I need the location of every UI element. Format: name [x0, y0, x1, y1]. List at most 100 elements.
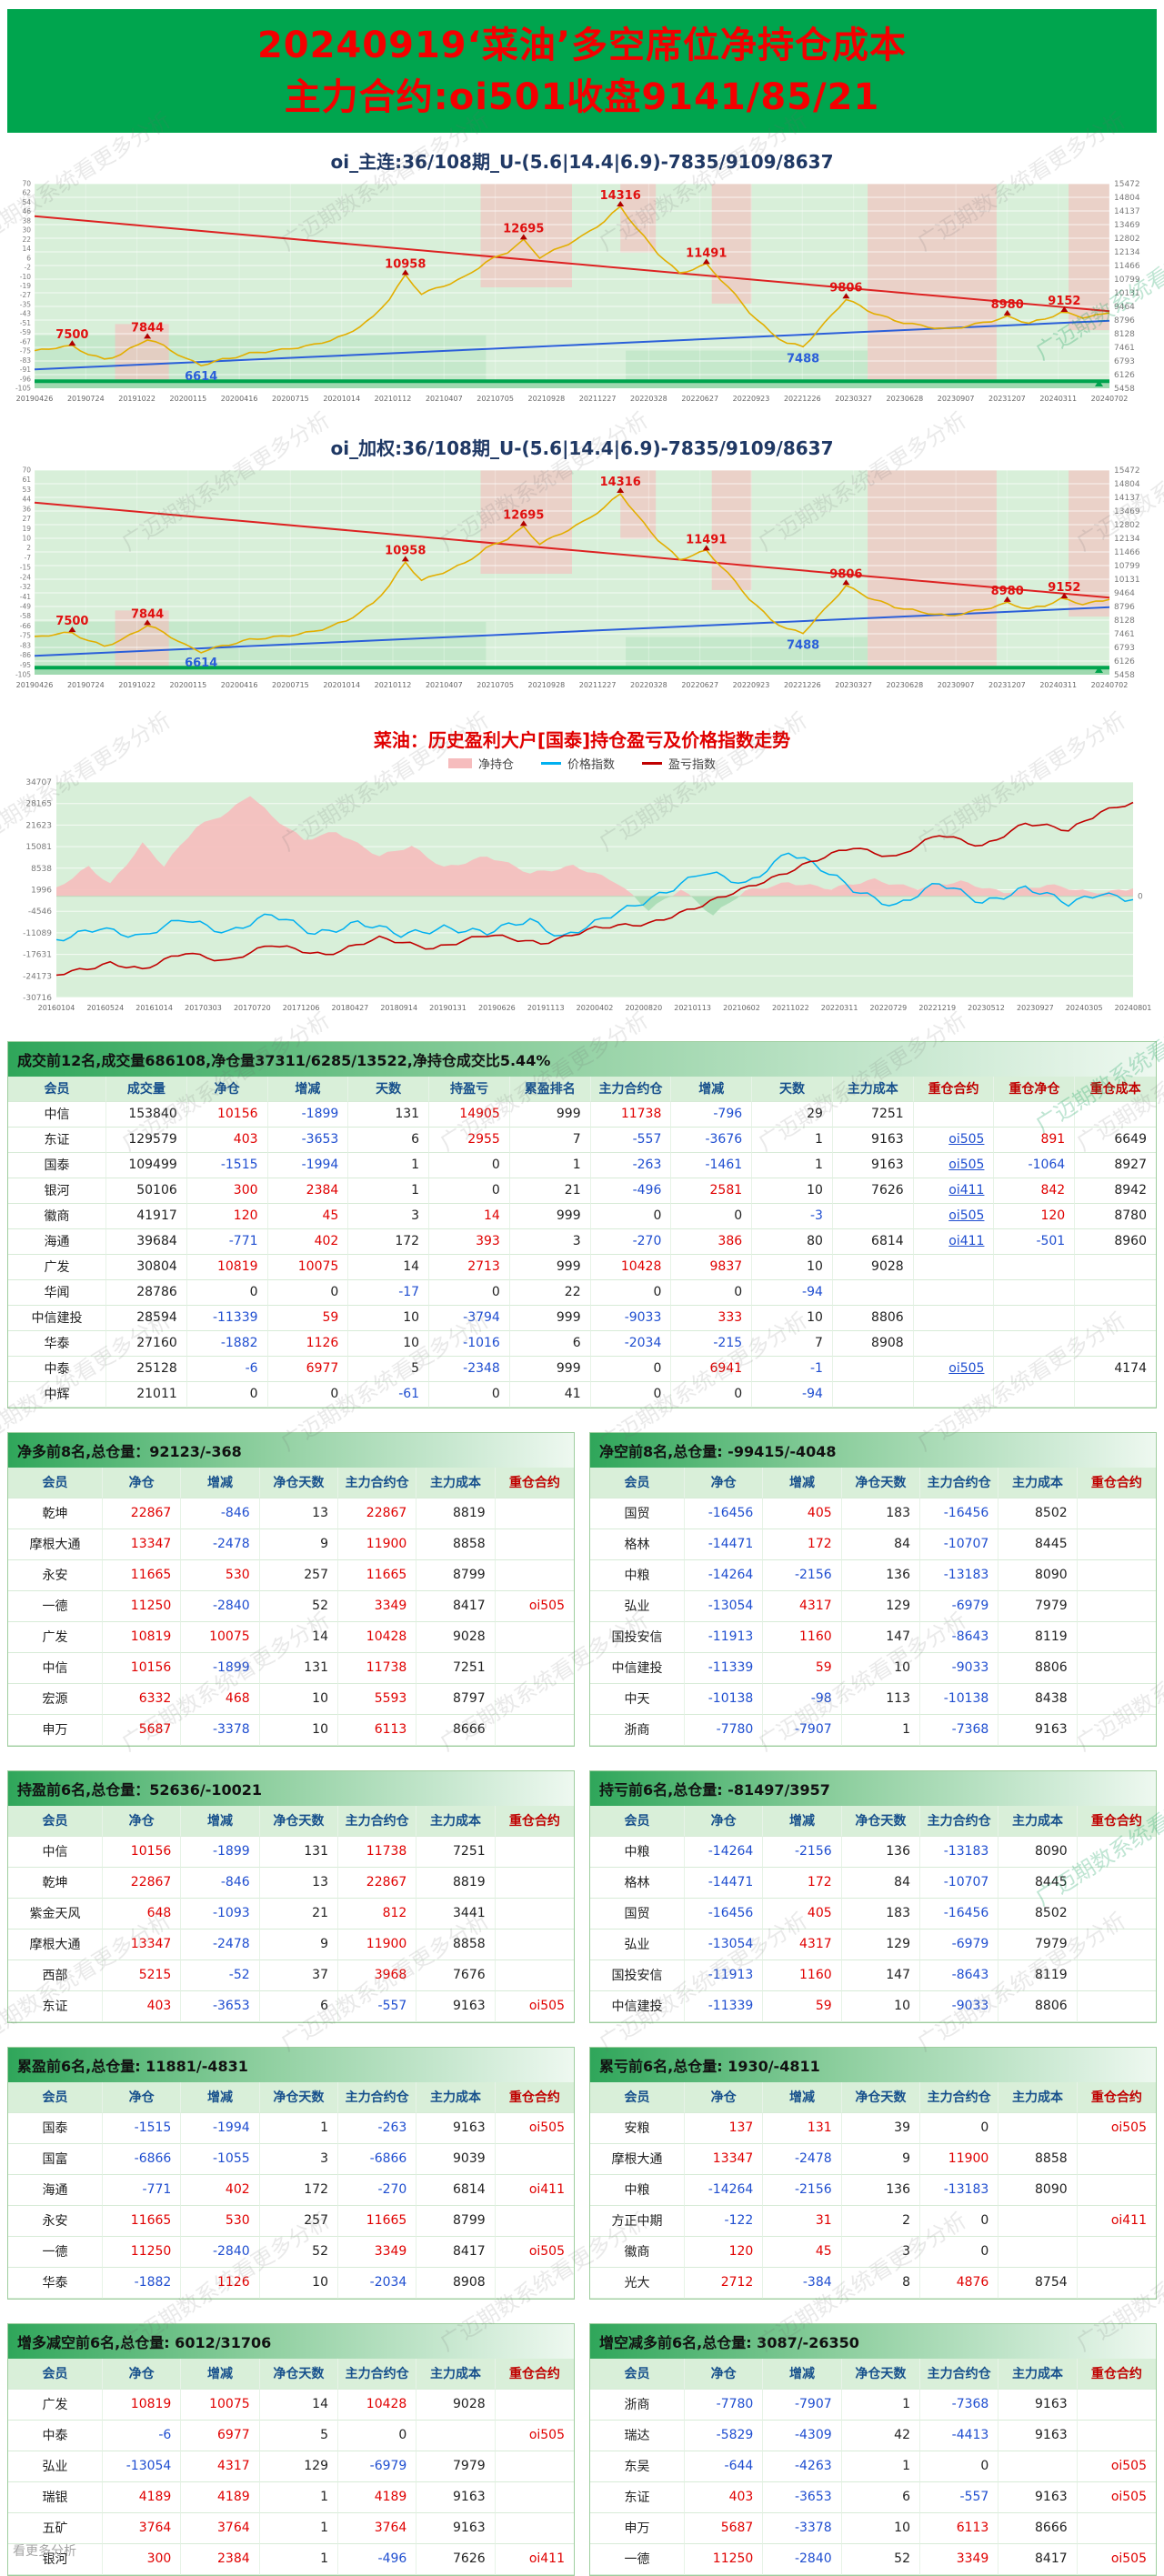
table-row: 永安 11665 530 257 11665 8799: [8, 1559, 574, 1591]
table-row: 广发 30804 10819 10075 14 2713 999 10428 9837 10 902…: [8, 1254, 1156, 1280]
cell: 10156: [103, 1836, 182, 1868]
cell: 0: [590, 1203, 672, 1229]
contract-link[interactable]: oi505: [1077, 2113, 1156, 2144]
member-name: 紫金天风: [8, 1898, 103, 1929]
svg-text:15081: 15081: [25, 843, 52, 852]
svg-text:-35: -35: [20, 300, 31, 308]
column-header: 主力成本: [998, 2358, 1078, 2390]
marker-triangle-icon: [1003, 596, 1011, 602]
contract-link[interactable]: oi505: [495, 2421, 574, 2451]
cell: -8643: [920, 1621, 999, 1653]
table-header-row: 会员 净仓 增减 净仓天数 主力合约仓 主力成本 重仓合约: [590, 1467, 1156, 1498]
svg-text:20221226: 20221226: [784, 395, 821, 403]
svg-text:20170303: 20170303: [185, 1004, 222, 1012]
cell: -9033: [920, 1652, 999, 1684]
svg-text:20220923: 20220923: [733, 395, 770, 403]
contract-link[interactable]: oi505: [913, 1127, 995, 1153]
cell: [1077, 1868, 1156, 1899]
cell: 13347: [103, 1929, 182, 1960]
cell: 10075: [181, 2389, 260, 2421]
table-row: 中信建投 -11339 59 10 -9033 8806: [590, 1652, 1156, 1684]
cell: -10138: [685, 1683, 764, 1715]
price-line: [34, 492, 1110, 654]
cell: 8806: [998, 1990, 1078, 2022]
table-header-row: 会员 净仓 增减 净仓天数 主力合约仓 主力成本 重仓合约: [8, 1467, 574, 1498]
contract-link[interactable]: oi505: [1077, 2451, 1156, 2482]
column-header: 主力合约仓: [338, 2358, 417, 2390]
cell: -13054: [685, 1590, 764, 1622]
table-row: 中信 10156 -1899 131 11738 7251: [8, 1652, 574, 1684]
contract-link[interactable]: oi411: [495, 2544, 574, 2575]
cell: 9028: [832, 1254, 914, 1280]
cell: 10: [348, 1305, 430, 1331]
contract-link[interactable]: oi411: [1077, 2206, 1156, 2237]
contract-link[interactable]: oi505: [1077, 2482, 1156, 2513]
cell: -2840: [181, 2236, 260, 2268]
cell: 11665: [103, 2205, 182, 2237]
svg-text:20220328: 20220328: [630, 395, 667, 403]
contract-link[interactable]: oi505: [913, 1203, 995, 1229]
cell: [495, 2390, 574, 2421]
cell: [416, 2420, 496, 2451]
cell: -4263: [763, 2451, 842, 2482]
cell: 11665: [338, 2205, 417, 2237]
cell: -2034: [338, 2267, 417, 2299]
cell: [495, 2268, 574, 2299]
contract-link[interactable]: oi505: [1077, 2544, 1156, 2575]
svg-text:0: 0: [1138, 892, 1143, 901]
svg-text:20230927: 20230927: [1017, 1004, 1054, 1012]
member-name: 广发: [8, 2389, 103, 2421]
cell: -7907: [763, 2389, 842, 2421]
cell: 4174: [1075, 1357, 1156, 1382]
contract-link[interactable]: oi505: [495, 1991, 574, 2022]
column-header: 重仓净仓: [994, 1076, 1076, 1102]
marker-triangle-icon: [1003, 309, 1011, 316]
contract-link[interactable]: oi505: [495, 1591, 574, 1622]
table-row: 瑞银 4189 4189 1 4189 9163: [8, 2481, 574, 2513]
cell: -496: [590, 1178, 672, 1204]
marker-triangle-icon: [519, 233, 527, 239]
cell: 393: [429, 1228, 510, 1255]
cell: 8119: [998, 1621, 1078, 1653]
legend-item: 盈亏指数: [642, 755, 716, 772]
cell: 11738: [338, 1836, 417, 1868]
cell: 59: [267, 1305, 349, 1331]
svg-text:11466: 11466: [1114, 262, 1140, 271]
marker-triangle-icon: [842, 578, 850, 585]
svg-text:20220923: 20220923: [733, 681, 770, 689]
cell: 13: [259, 1867, 338, 1899]
svg-text:-11089: -11089: [23, 928, 52, 937]
cell: 1126: [181, 2267, 260, 2299]
svg-text:2: 2: [26, 544, 31, 552]
svg-text:-83: -83: [20, 356, 31, 364]
cell: 3: [509, 1228, 591, 1255]
marker-triangle-icon: [1095, 666, 1103, 673]
svg-text:15472: 15472: [1114, 180, 1140, 189]
contract-link[interactable]: oi411: [913, 1178, 995, 1204]
marker-triangle-icon: [401, 268, 409, 275]
cell: [1077, 1837, 1156, 1868]
contract-link[interactable]: oi411: [495, 2175, 574, 2206]
cell: [913, 1305, 995, 1331]
contract-link[interactable]: oi505: [913, 1356, 995, 1382]
contract-link[interactable]: oi411: [913, 1228, 995, 1255]
cell: 999: [509, 1305, 591, 1331]
cell: 6814: [416, 2174, 496, 2206]
member-name: 广发: [8, 1254, 106, 1280]
ranking-sections: 净多前8名,总仓量：92123/-368 会员 净仓 增减 净仓天数 主力合约仓 主力成本重…: [7, 1431, 1157, 2576]
cell: 0: [429, 1178, 510, 1204]
table-row: 国投安信 -11913 1160 147 -8643 8119: [590, 1960, 1156, 1991]
column-header: 会员: [8, 1076, 106, 1102]
contract-link[interactable]: oi505: [495, 2113, 574, 2144]
contract-link[interactable]: oi505: [913, 1152, 995, 1178]
contract-link[interactable]: oi505: [495, 2237, 574, 2268]
cell: -1016: [429, 1330, 510, 1357]
svg-text:20200715: 20200715: [272, 395, 309, 403]
section-title: 累亏前6名,总仓量: 1930/-4811: [589, 2046, 1157, 2082]
cell: -1: [752, 1356, 833, 1382]
price-annotation: 10958: [385, 257, 426, 271]
svg-text:-32: -32: [20, 583, 31, 591]
cell: [1075, 1306, 1156, 1331]
cell: 10: [752, 1178, 833, 1204]
cell: [495, 1868, 574, 1899]
